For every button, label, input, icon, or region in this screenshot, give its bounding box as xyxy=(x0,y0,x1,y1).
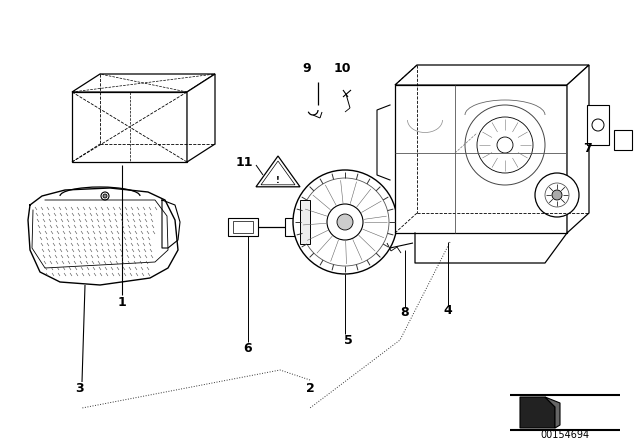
Polygon shape xyxy=(395,65,589,85)
Polygon shape xyxy=(285,218,300,236)
Polygon shape xyxy=(545,397,560,428)
Text: 1: 1 xyxy=(118,296,126,309)
Polygon shape xyxy=(300,200,310,244)
Circle shape xyxy=(477,117,533,173)
Text: 00154694: 00154694 xyxy=(540,430,589,440)
Polygon shape xyxy=(614,130,632,150)
Polygon shape xyxy=(587,105,609,145)
Text: 9: 9 xyxy=(303,61,311,74)
Circle shape xyxy=(327,204,363,240)
Text: 4: 4 xyxy=(444,303,452,316)
Polygon shape xyxy=(72,92,187,162)
Text: !: ! xyxy=(276,176,280,185)
Circle shape xyxy=(545,183,569,207)
Text: 11: 11 xyxy=(236,155,253,168)
Polygon shape xyxy=(520,397,555,428)
Circle shape xyxy=(465,105,545,185)
Polygon shape xyxy=(187,74,215,162)
Polygon shape xyxy=(256,156,300,187)
Polygon shape xyxy=(233,221,253,233)
Circle shape xyxy=(552,190,562,200)
Text: 6: 6 xyxy=(244,341,252,354)
Polygon shape xyxy=(261,161,295,185)
Circle shape xyxy=(301,178,389,266)
Circle shape xyxy=(592,119,604,131)
Text: 7: 7 xyxy=(584,142,593,155)
Circle shape xyxy=(103,194,107,198)
Polygon shape xyxy=(567,65,589,233)
Polygon shape xyxy=(228,218,258,236)
Text: 2: 2 xyxy=(306,382,314,395)
Polygon shape xyxy=(395,85,567,233)
Circle shape xyxy=(337,214,353,230)
Text: 3: 3 xyxy=(76,382,84,395)
Text: 10: 10 xyxy=(333,61,351,74)
Circle shape xyxy=(497,137,513,153)
Circle shape xyxy=(101,192,109,200)
Text: 8: 8 xyxy=(401,306,410,319)
Circle shape xyxy=(535,173,579,217)
Polygon shape xyxy=(72,74,215,92)
Text: 5: 5 xyxy=(344,333,353,346)
Circle shape xyxy=(293,170,397,274)
